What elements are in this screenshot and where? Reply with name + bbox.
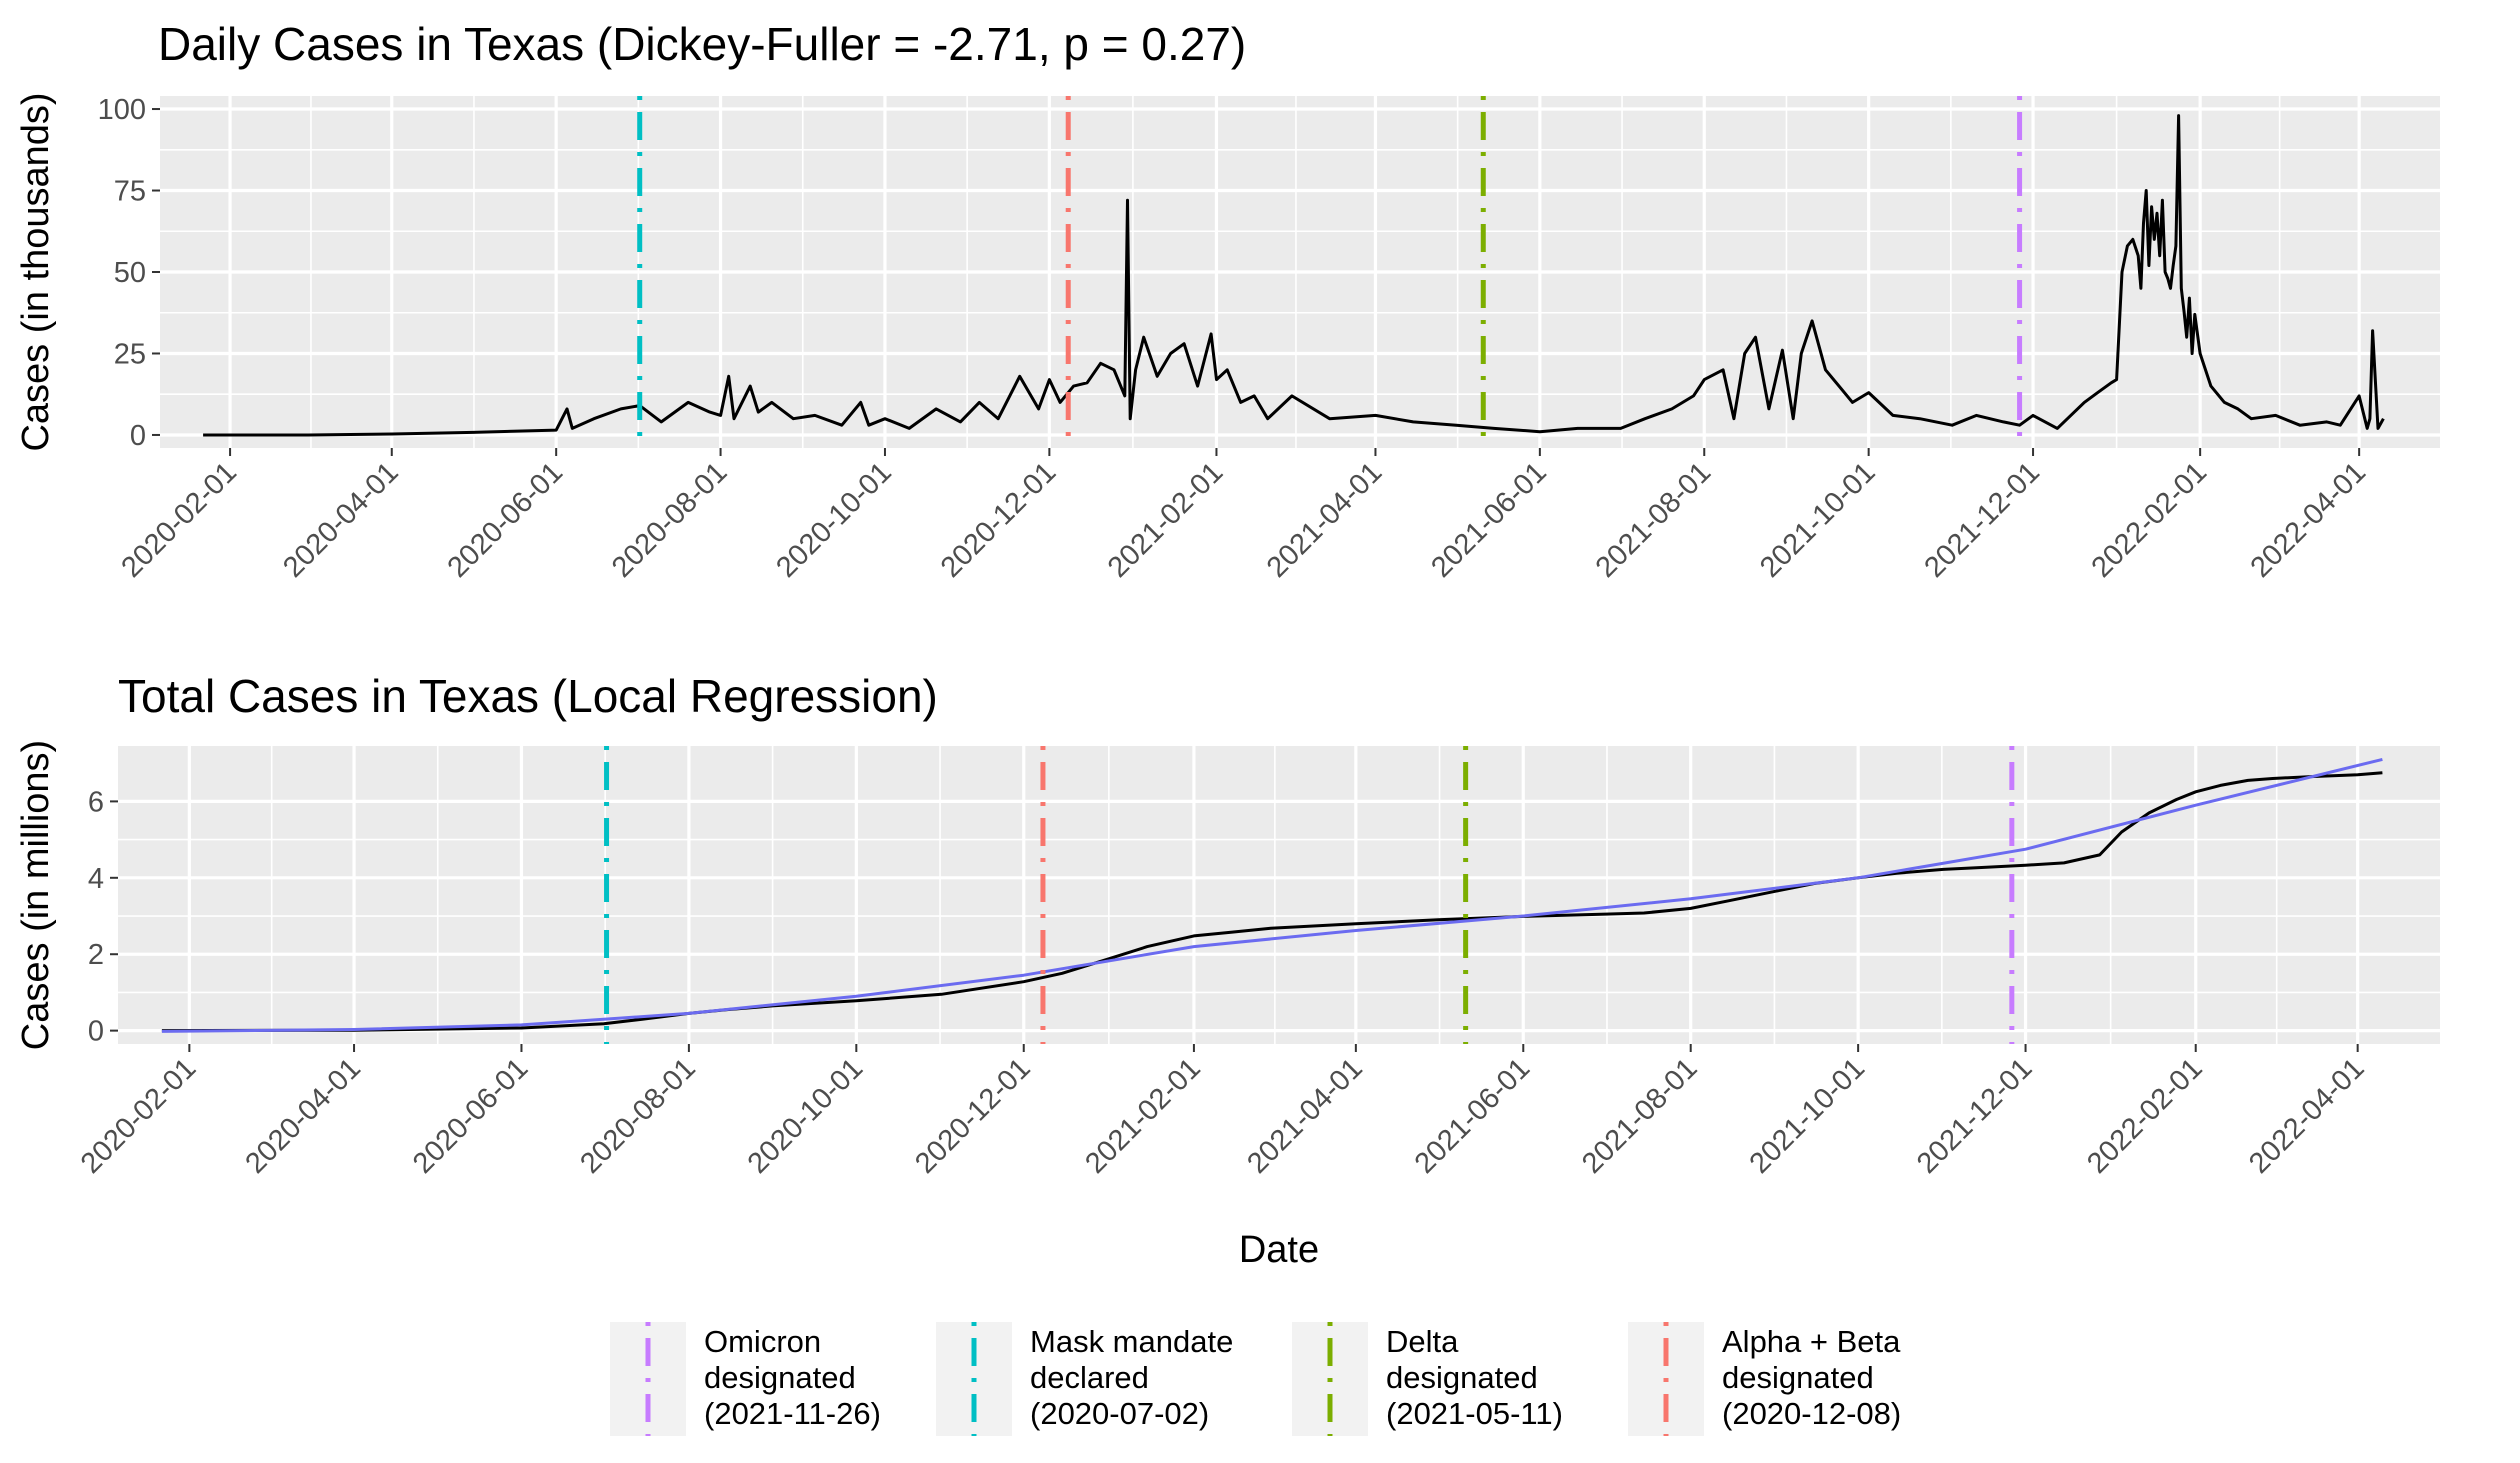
x-tick-label: 2020-04-01 [239, 1052, 367, 1180]
x-tick-label: 2021-08-01 [1590, 456, 1718, 584]
legend-label: designated [1386, 1360, 1538, 1395]
x-tick-label: 2021-02-01 [1102, 456, 1230, 584]
x-tick-label: 2022-02-01 [2086, 456, 2214, 584]
x-tick-label: 2020-04-01 [277, 456, 405, 584]
legend-label: (2021-11-26) [704, 1396, 881, 1431]
y-tick-label: 6 [88, 786, 104, 818]
y-axis-title: Cases (in millions) [15, 740, 57, 1050]
x-tick-label: 2020-08-01 [606, 456, 734, 584]
legend-label: designated [704, 1360, 856, 1395]
x-tick-label: 2021-08-01 [1576, 1052, 1704, 1180]
legend-label: Mask mandate [1030, 1324, 1233, 1359]
x-tick-label: 2020-08-01 [574, 1052, 702, 1180]
panel-background [118, 746, 2440, 1044]
legend-label: (2020-12-08) [1722, 1396, 1901, 1431]
x-tick-label: 2022-04-01 [2243, 1052, 2371, 1180]
x-tick-label: 2021-10-01 [1754, 456, 1882, 584]
legend-label: (2021-05-11) [1386, 1396, 1563, 1431]
y-tick-label: 75 [114, 176, 146, 208]
y-tick-label: 0 [130, 420, 146, 452]
x-tick-label: 2021-06-01 [1409, 1052, 1537, 1180]
y-axis-title: Cases (in thousands) [15, 92, 57, 451]
x-tick-label: 2021-12-01 [1918, 456, 2046, 584]
y-tick-label: 100 [98, 94, 146, 126]
y-tick-label: 25 [114, 338, 146, 370]
plot-title: Daily Cases in Texas (Dickey-Fuller = -2… [158, 18, 1246, 70]
x-tick-label: 2021-04-01 [1261, 456, 1389, 584]
x-tick-label: 2020-12-01 [935, 456, 1063, 584]
x-tick-label: 2021-02-01 [1079, 1052, 1207, 1180]
plot-title: Total Cases in Texas (Local Regression) [118, 670, 938, 722]
y-tick-label: 0 [88, 1016, 104, 1048]
total-cases-chart: 0 2 4 6 2020-02-01 2020-04-01 2020-06-01 2020-0… [15, 670, 2440, 1271]
x-tick-label: 2020-06-01 [407, 1052, 535, 1180]
y-tick-label: 50 [114, 257, 146, 289]
y-tick-label: 4 [88, 863, 104, 895]
legend-label: declared [1030, 1360, 1149, 1395]
x-tick-label: 2020-12-01 [909, 1052, 1037, 1180]
legend-label: (2020-07-02) [1030, 1396, 1209, 1431]
x-tick-label: 2021-10-01 [1744, 1052, 1872, 1180]
x-tick-label: 2021-12-01 [1911, 1052, 2039, 1180]
regression-line [161, 757, 2383, 1033]
x-tick-label: 2020-02-01 [115, 456, 243, 584]
daily-cases-chart: 0 25 50 75 100 2020-02-01 2020-04-01 2020-06-01… [15, 18, 2440, 584]
legend-label: Omicron [704, 1324, 821, 1359]
legend-label: Alpha + Beta [1722, 1324, 1901, 1359]
x-tick-label: 2021-04-01 [1241, 1052, 1369, 1180]
legend-label: Delta [1386, 1324, 1459, 1359]
x-axis-title: Date [1239, 1229, 1319, 1271]
legend-label: designated [1722, 1360, 1874, 1395]
x-tick-label: 2020-10-01 [770, 456, 898, 584]
x-tick-label: 2022-02-01 [2081, 1052, 2209, 1180]
x-tick-label: 2020-06-01 [442, 456, 570, 584]
x-tick-label: 2022-04-01 [2245, 456, 2373, 584]
data-series-line [203, 114, 2385, 437]
y-tick-label: 2 [88, 939, 104, 971]
x-tick-label: 2020-02-01 [75, 1052, 203, 1180]
x-tick-label: 2020-10-01 [742, 1052, 870, 1180]
x-tick-label: 2021-06-01 [1425, 456, 1553, 584]
